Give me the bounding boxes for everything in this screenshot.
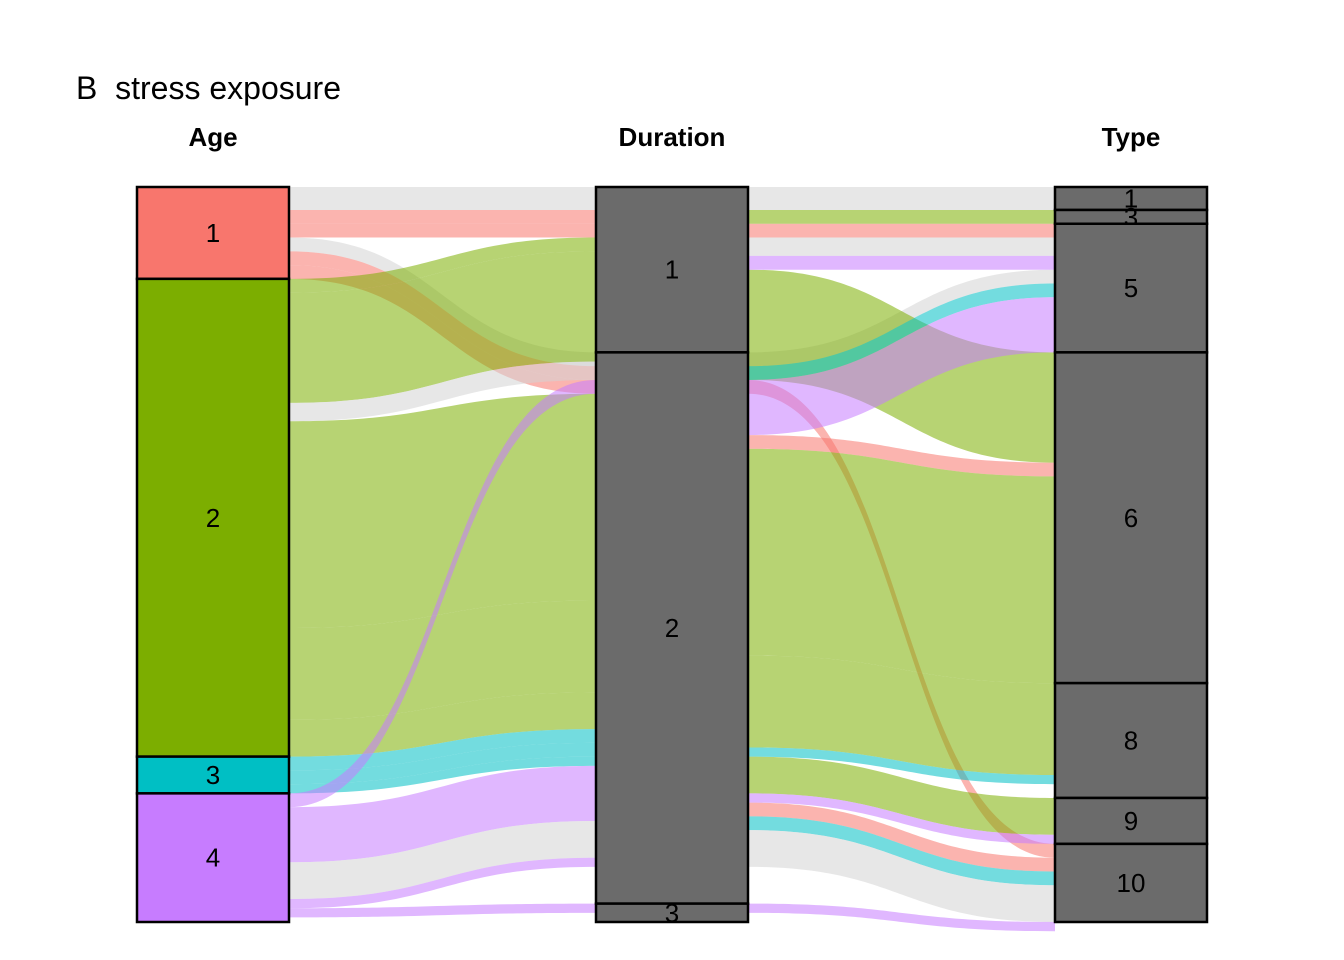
flow-age-4-to-duration-3 bbox=[289, 903, 596, 918]
flow-duration-2-to-type-10 bbox=[748, 816, 1055, 886]
flows-layer bbox=[289, 187, 1055, 932]
flow-age-4-to-duration-2 bbox=[289, 820, 596, 900]
stratum-duration-3 bbox=[594, 902, 750, 924]
stratum-age-3 bbox=[135, 755, 291, 795]
stratum-label-duration-1: 1 bbox=[665, 255, 679, 285]
stratum-duration-2 bbox=[594, 351, 750, 905]
stratum-label-type-5: 5 bbox=[1124, 273, 1138, 303]
stratum-type-9 bbox=[1053, 796, 1209, 846]
flow-duration-3-to-type-10 bbox=[748, 903, 1055, 932]
flow-duration-1-to-type-5 bbox=[748, 255, 1055, 270]
stratum-label-type-8: 8 bbox=[1124, 726, 1138, 756]
flow-age-2-to-duration-2 bbox=[289, 600, 596, 720]
stratum-label-duration-2: 2 bbox=[665, 613, 679, 643]
stratum-type-5 bbox=[1053, 222, 1209, 354]
chart-title: B stress exposure bbox=[76, 70, 341, 106]
axis-headers: Age Duration Type bbox=[188, 122, 1160, 152]
flow-age-1-to-duration-1 bbox=[289, 209, 596, 224]
flow-age-2-to-duration-2 bbox=[289, 393, 596, 628]
flow-age-2-to-duration-2 bbox=[289, 692, 596, 757]
axis-header-age: Age bbox=[188, 122, 237, 152]
stratum-label-type-1: 1 bbox=[1124, 183, 1138, 213]
stratum-label-age-4: 4 bbox=[206, 843, 220, 873]
flow-duration-1-to-type-5 bbox=[748, 223, 1055, 238]
flow-duration-2-to-type-6 bbox=[748, 435, 1055, 477]
flow-duration-1-to-type-5 bbox=[748, 237, 1055, 256]
flow-duration-2-to-type-5 bbox=[748, 297, 1055, 436]
stratum-type-8 bbox=[1053, 681, 1209, 800]
stratum-label-duration-3: 3 bbox=[665, 898, 679, 928]
stratum-type-10 bbox=[1053, 842, 1209, 924]
flow-age-4-to-duration-2 bbox=[289, 857, 596, 909]
stratum-age-4 bbox=[135, 792, 291, 924]
flow-age-3-to-duration-2 bbox=[289, 742, 596, 785]
flow-age-2-to-duration-1 bbox=[289, 251, 596, 403]
stratum-label-age-1: 1 bbox=[206, 218, 220, 248]
flow-age-3-to-duration-2 bbox=[289, 756, 596, 794]
flow-duration-2-to-type-9 bbox=[748, 793, 1055, 844]
flow-duration-2-to-type-8 bbox=[748, 747, 1055, 785]
stratum-label-age-2: 2 bbox=[206, 503, 220, 533]
flow-age-1-to-duration-1 bbox=[289, 187, 596, 210]
flow-age-1-to-duration-1 bbox=[289, 223, 596, 238]
axis-header-duration: Duration bbox=[619, 122, 726, 152]
flow-age-4-to-duration-1 bbox=[289, 379, 596, 808]
flow-duration-2-to-type-6 bbox=[748, 448, 1055, 684]
flow-duration-2-to-type-5 bbox=[748, 283, 1055, 380]
stratum-label-type-10: 10 bbox=[1117, 868, 1146, 898]
stratum-label-age-3: 3 bbox=[206, 760, 220, 790]
stratum-age-2 bbox=[135, 277, 291, 758]
flow-age-2-to-duration-1 bbox=[289, 237, 596, 293]
flow-age-4-to-duration-2 bbox=[289, 765, 596, 863]
stratum-age-1 bbox=[135, 185, 291, 281]
stratum-label-type-9: 9 bbox=[1124, 806, 1138, 836]
flow-duration-1-to-type-1 bbox=[748, 187, 1055, 210]
flow-duration-2-to-type-10 bbox=[748, 802, 1055, 872]
stratum-label-type-6: 6 bbox=[1124, 503, 1138, 533]
flow-duration-2-to-type-10 bbox=[748, 830, 1055, 922]
flow-duration-2-to-type-9 bbox=[748, 756, 1055, 835]
stratum-duration-1 bbox=[594, 185, 750, 354]
flow-age-2-to-duration-1 bbox=[289, 361, 596, 422]
flow-duration-2-to-type-8 bbox=[748, 655, 1055, 775]
flow-duration-1-to-type-3 bbox=[748, 209, 1055, 224]
axis-header-type: Type bbox=[1102, 122, 1161, 152]
